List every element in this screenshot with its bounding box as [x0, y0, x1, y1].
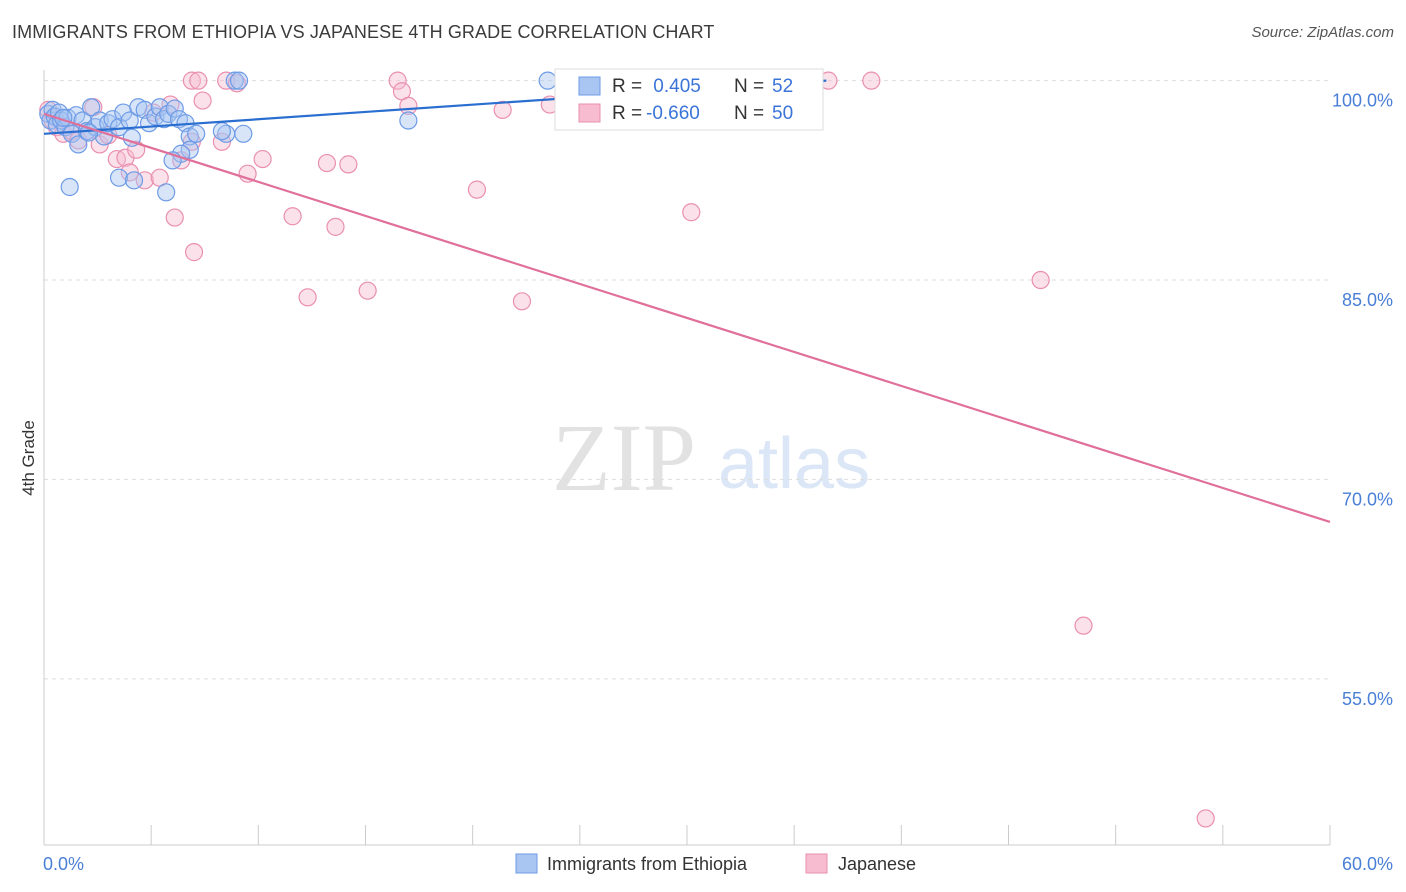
- legend-n-label-ethiopia: N =: [734, 76, 764, 97]
- ethiopia-point-11: [69, 135, 88, 154]
- japanese-point-36: [388, 71, 407, 90]
- ethiopia-point-45: [157, 183, 176, 202]
- japanese-point-49: [1196, 809, 1215, 828]
- japanese-point-32: [317, 153, 337, 173]
- japanese-point-29: [253, 149, 272, 169]
- legend-r-value-japanese: -0.660: [646, 103, 700, 124]
- y-tick-label-55: 55.0%: [1342, 689, 1393, 709]
- series-legend: Immigrants from Ethiopia Japanese: [515, 853, 916, 874]
- ethiopia-point-42: [180, 140, 199, 159]
- legend-n-value-japanese: 50: [772, 103, 793, 124]
- watermark: ZIP atlas: [552, 404, 870, 511]
- ethiopia-point-50: [79, 123, 99, 142]
- y-tick-label-70: 70.0%: [1342, 489, 1393, 509]
- japanese-point-39: [467, 180, 487, 199]
- japanese-point-22: [193, 91, 212, 110]
- ethiopia-point-14: [82, 98, 101, 117]
- series-ethiopia-points: [39, 71, 557, 202]
- japanese-point-27: [227, 74, 246, 93]
- japanese-trend-line: [43, 112, 1331, 524]
- ethiopia-point-47: [399, 111, 418, 130]
- legend-swatch-japanese: [578, 103, 601, 123]
- ethiopia-point-39: [60, 177, 79, 197]
- japanese-point-40: [493, 100, 512, 119]
- legend-swatch-ethiopia: [578, 76, 601, 96]
- japanese-point-33: [326, 217, 345, 236]
- ethiopia-point-35: [187, 124, 206, 143]
- bottom-legend-swatch-ethiopia: [515, 853, 538, 874]
- legend-n-value-ethiopia: 52: [772, 76, 793, 97]
- bottom-legend-label-ethiopia: Immigrants from Ethiopia: [547, 854, 748, 874]
- watermark-atlas: atlas: [718, 424, 870, 504]
- japanese-point-35: [358, 281, 377, 300]
- japanese-point-14: [135, 171, 154, 190]
- japanese-point-47: [1031, 270, 1050, 290]
- x-tick-label-max: 60.0%: [1342, 854, 1393, 874]
- japanese-point-31: [298, 288, 317, 307]
- bottom-legend-label-japanese: Japanese: [838, 854, 916, 874]
- legend-r-value-ethiopia: 0.405: [648, 76, 701, 97]
- gridlines: [44, 80, 1330, 680]
- y-axis-tick-labels: 100.0% 85.0% 70.0% 55.0%: [1332, 91, 1393, 709]
- chart-title: IMMIGRANTS FROM ETHIOPIA VS JAPANESE 4TH…: [12, 22, 715, 42]
- japanese-point-48: [1074, 616, 1093, 635]
- japanese-point-30: [283, 207, 302, 226]
- ethiopia-point-37: [225, 71, 244, 90]
- ethiopia-point-31: [165, 99, 184, 118]
- ethiopia-point-41: [124, 171, 144, 190]
- japanese-point-34: [339, 155, 358, 174]
- japanese-point-21: [184, 243, 204, 262]
- japanese-point-18: [165, 208, 184, 227]
- ethiopia-point-48: [538, 71, 557, 90]
- japanese-point-24: [189, 71, 208, 90]
- correlation-legend: R = 0.405 N = 52 R = -0.660 N = 50: [554, 68, 824, 131]
- x-axis-ticks: [43, 825, 1331, 845]
- y-tick-label-85: 85.0%: [1342, 290, 1393, 310]
- x-tick-label-min: 0.0%: [43, 854, 84, 874]
- y-tick-label-100: 100.0%: [1332, 91, 1393, 111]
- japanese-point-44: [682, 203, 701, 222]
- ethiopia-point-49: [234, 124, 253, 143]
- watermark-zip: ZIP: [552, 404, 696, 511]
- japanese-point-46: [862, 71, 881, 90]
- y-axis-label: 4th Grade: [19, 420, 38, 496]
- legend-n-label-japanese: N =: [734, 103, 764, 124]
- ethiopia-point-46: [212, 122, 231, 141]
- source-credit: Source: ZipAtlas.com: [1251, 24, 1394, 41]
- japanese-point-41: [512, 292, 532, 311]
- ethiopia-point-38: [229, 71, 249, 90]
- legend-r-label-japanese: R =: [612, 103, 642, 124]
- japanese-point-23: [182, 71, 201, 90]
- legend-r-label-ethiopia: R =: [612, 76, 642, 97]
- ethiopia-point-40: [109, 168, 129, 187]
- bottom-legend-swatch-japanese: [805, 853, 828, 874]
